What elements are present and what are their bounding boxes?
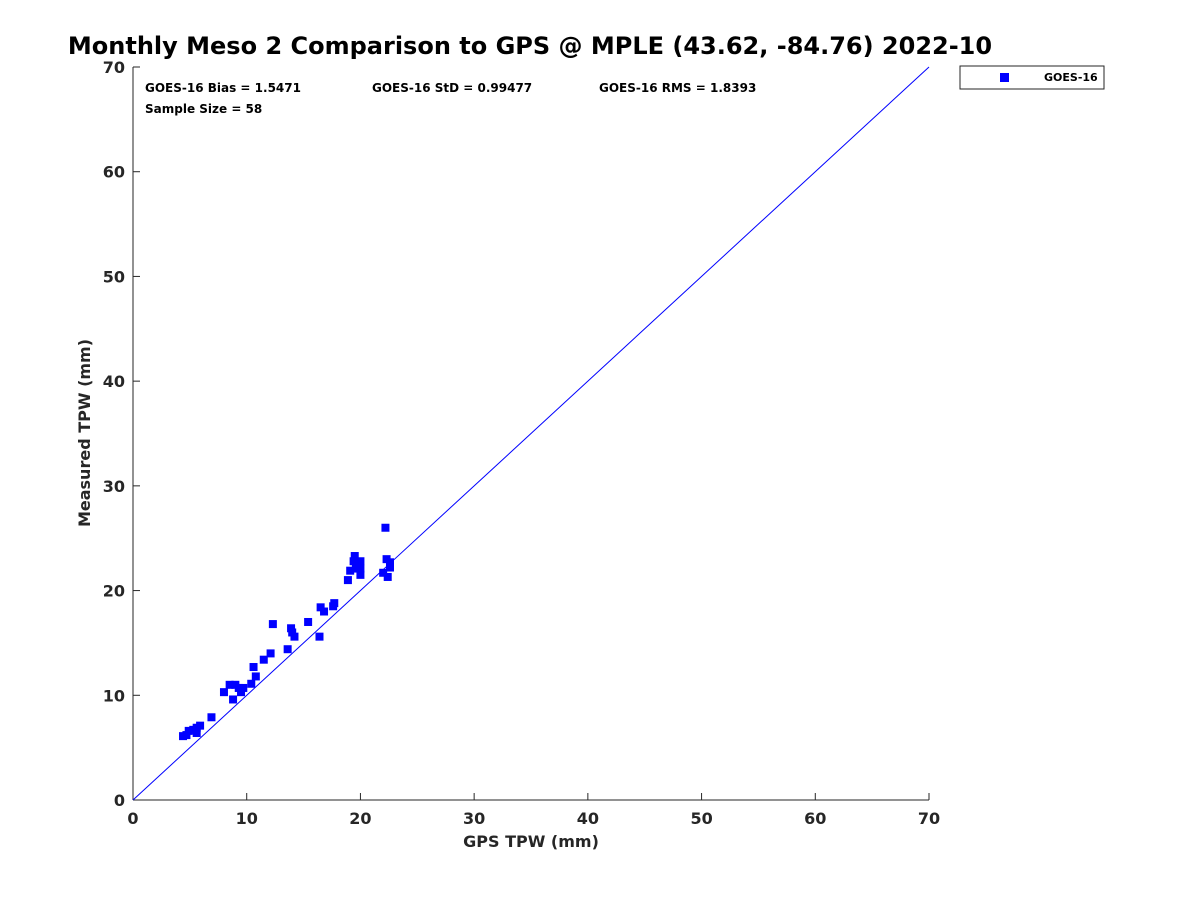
data-point <box>356 557 365 566</box>
legend: GOES-16 <box>959 65 1105 90</box>
data-point <box>249 663 258 672</box>
data-point <box>268 620 277 629</box>
data-point <box>225 680 234 689</box>
bias-stat: GOES-16 Bias = 1.5471 <box>145 81 301 95</box>
y-tick-label: 40 <box>103 372 125 391</box>
data-point <box>343 576 352 585</box>
y-tick-label: 70 <box>103 58 125 77</box>
sample-size-stat: Sample Size = 58 <box>145 102 262 116</box>
x-axis-label: GPS TPW (mm) <box>463 832 599 851</box>
x-tick-label: 50 <box>690 809 712 828</box>
data-point <box>247 679 256 688</box>
data-point <box>288 628 297 637</box>
data-point <box>287 624 296 633</box>
data-point <box>350 552 359 561</box>
data-point <box>251 672 260 681</box>
y-tick-label: 30 <box>103 477 125 496</box>
data-point <box>381 523 390 532</box>
data-point <box>266 649 275 658</box>
x-tick-label: 10 <box>236 809 258 828</box>
data-point <box>239 683 248 692</box>
data-point <box>304 617 313 626</box>
data-point <box>383 572 392 581</box>
data-point <box>356 564 365 573</box>
data-point <box>234 683 243 692</box>
data-point <box>316 603 325 612</box>
data-point <box>259 655 268 664</box>
data-point <box>283 645 292 654</box>
data-point <box>219 688 228 697</box>
data-point <box>192 728 201 737</box>
y-axis-label: Measured TPW (mm) <box>75 339 94 527</box>
data-point <box>346 566 355 575</box>
data-point <box>196 721 205 730</box>
legend-box <box>959 65 1105 90</box>
data-point <box>207 713 216 722</box>
y-tick-label: 60 <box>103 163 125 182</box>
x-tick-label: 20 <box>349 809 371 828</box>
data-point <box>184 726 193 735</box>
one-to-one-line <box>132 66 930 801</box>
x-tick-label: 60 <box>804 809 826 828</box>
x-tick-label: 40 <box>577 809 599 828</box>
x-tick-label: 30 <box>463 809 485 828</box>
axes <box>132 67 929 801</box>
data-point <box>351 564 360 573</box>
y-tick-label: 10 <box>103 686 125 705</box>
std-stat: GOES-16 StD = 0.99477 <box>372 81 532 95</box>
data-point <box>320 607 329 616</box>
data-point <box>182 731 191 740</box>
rms-stat: GOES-16 RMS = 1.8393 <box>599 81 756 95</box>
y-tick-label: 0 <box>114 791 125 810</box>
data-point <box>229 695 238 704</box>
data-point <box>385 558 394 567</box>
data-point <box>385 563 394 572</box>
legend-marker-square <box>1000 73 1009 82</box>
chart-title: Monthly Meso 2 Comparison to GPS @ MPLE … <box>68 32 992 60</box>
data-point <box>330 599 339 608</box>
data-point <box>379 568 388 577</box>
x-tick-label: 70 <box>918 809 940 828</box>
data-point <box>356 570 365 579</box>
y-tick-label: 50 <box>103 267 125 286</box>
data-points <box>179 523 394 741</box>
legend-label: GOES-16 <box>1044 71 1098 84</box>
x-tick-label: 0 <box>127 809 138 828</box>
data-point <box>315 632 324 641</box>
data-point <box>290 632 299 641</box>
ticks: 0 10 20 30 40 50 60 70 0 10 20 30 40 50 60 70 <box>103 58 940 828</box>
y-tick-label: 20 <box>103 582 125 601</box>
data-point <box>237 688 246 697</box>
